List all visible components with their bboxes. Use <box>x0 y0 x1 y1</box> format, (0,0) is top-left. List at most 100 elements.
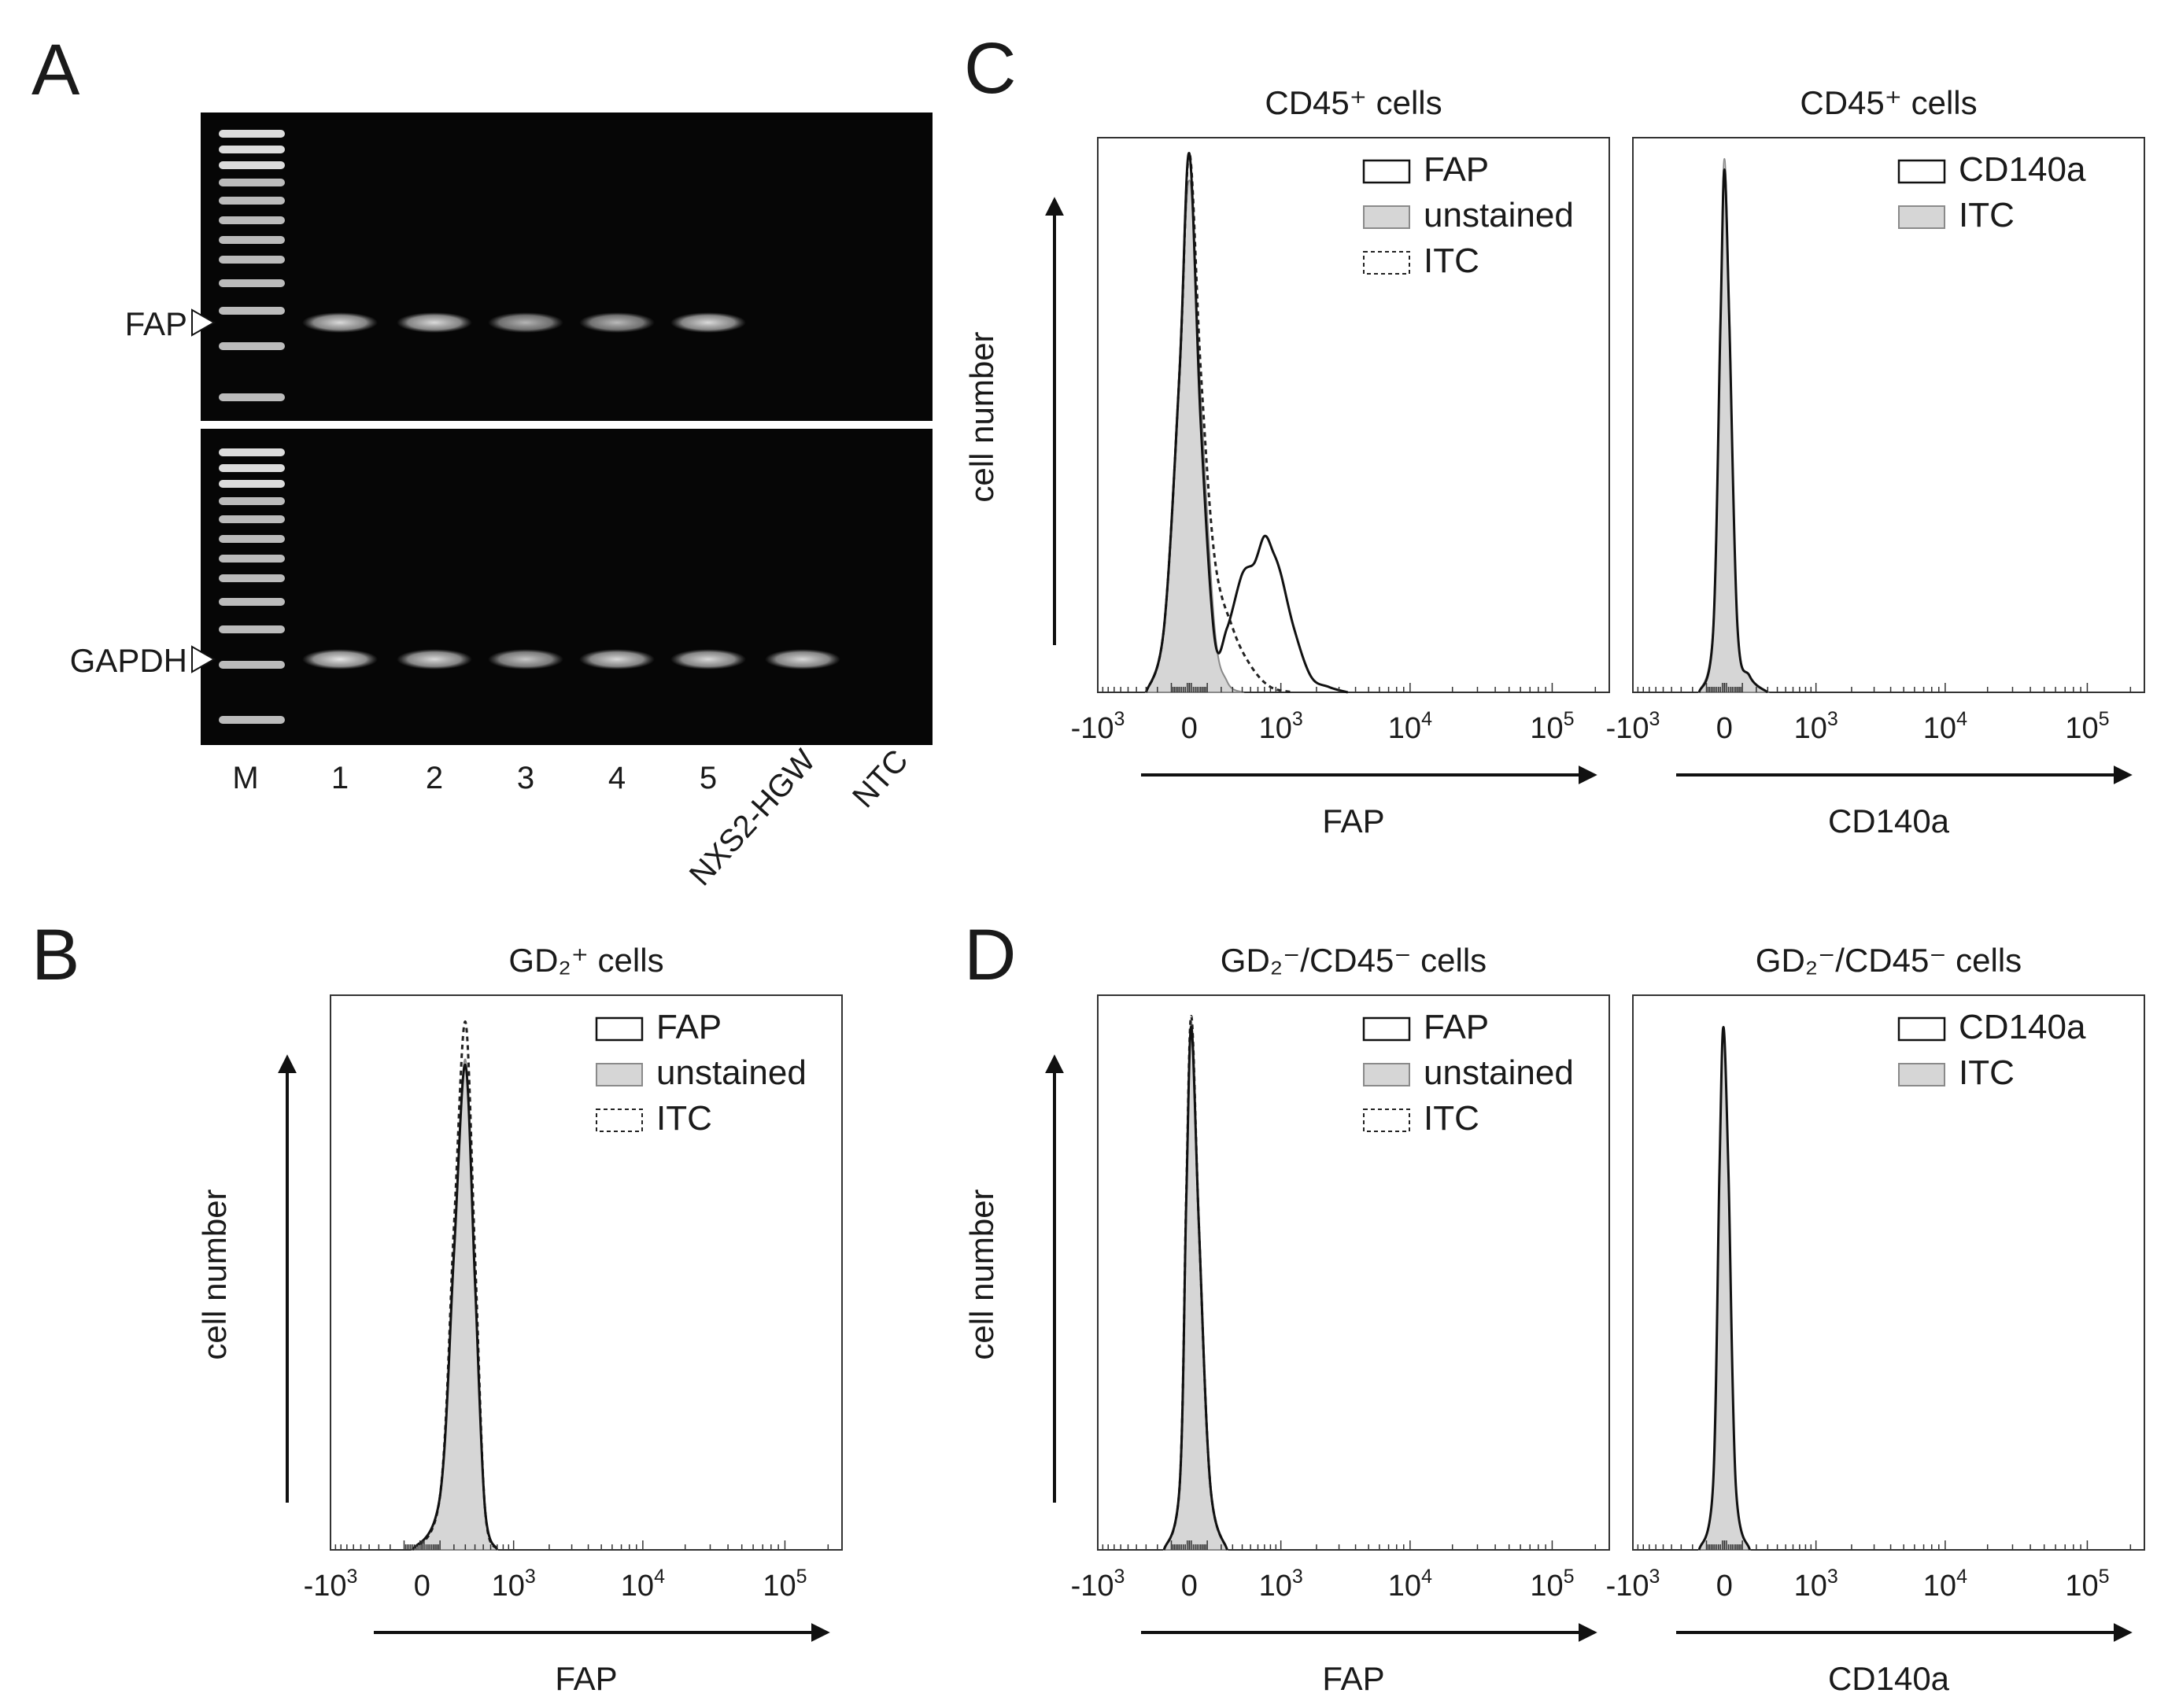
x-tick-label: -103 <box>1606 1566 1660 1603</box>
series-itc <box>1144 152 1295 694</box>
x-axis-label: FAP <box>1322 1660 1384 1697</box>
legend-swatch-itc <box>1363 1109 1410 1132</box>
x-tick-label: 0 <box>414 1570 430 1603</box>
lane-label: 4 <box>608 761 626 795</box>
gel-band <box>488 649 563 670</box>
ladder-band <box>219 625 285 633</box>
x-axis-ticks <box>1632 1540 2132 1550</box>
histogram-d-cd140a: GD₂⁻/CD45⁻ cells -103 0 103 104 105 CD140a CD14… <box>1606 942 2145 1697</box>
chart-title: CD45⁺ cells <box>1800 84 1977 121</box>
lane-label: 1 <box>331 761 349 795</box>
x-tick-label: 105 <box>1530 1566 1574 1603</box>
x-tick-label: 104 <box>1923 1566 1967 1603</box>
ladder-band <box>219 161 285 169</box>
x-axis-ticks <box>1632 683 2132 692</box>
band-label: GAPDH <box>70 642 187 679</box>
ladder-band <box>219 515 285 523</box>
gel-band <box>302 312 378 333</box>
band-marker-icon <box>191 645 216 673</box>
legend-label: unstained <box>1424 1053 1574 1092</box>
plot-frame <box>1097 137 1610 693</box>
lane-label: 2 <box>426 761 443 795</box>
x-tick-label: 104 <box>621 1566 665 1603</box>
legend-swatch-fap <box>595 1016 644 1042</box>
gel-band <box>488 312 563 333</box>
series-fap <box>411 1063 499 1551</box>
x-tick-label: 103 <box>1259 1566 1303 1603</box>
legend-label: FAP <box>1424 150 1489 189</box>
legend-swatch-unstained <box>1363 205 1410 229</box>
gel-image <box>201 429 933 745</box>
ladder-band <box>219 179 285 186</box>
legend-swatch-unstained <box>596 1063 643 1086</box>
legend-label: ITC <box>1424 1099 1479 1138</box>
x-tick-label: 105 <box>2065 1566 2109 1603</box>
x-tick-label: 103 <box>1794 1566 1838 1603</box>
x-tick-label: 105 <box>763 1566 807 1603</box>
legend-label: ITC <box>656 1099 712 1138</box>
legend-label: unstained <box>656 1053 807 1092</box>
ladder-band <box>219 130 285 138</box>
y-axis-label: cell number <box>963 331 1000 502</box>
legend-swatch-itc <box>1898 205 1945 229</box>
legend-swatch-unstained <box>1363 1063 1410 1086</box>
legend-label: CD140a <box>1959 150 2086 189</box>
panel-letter-d: D <box>964 915 1016 995</box>
band-label: FAP <box>125 305 187 342</box>
plot-frame <box>330 994 843 1551</box>
histogram-d-fap: GD₂⁻/CD45⁻ cells -103 0 103 104 105 FAP cell nu… <box>963 942 1610 1697</box>
x-tick-label: 0 <box>1716 712 1733 745</box>
legend-swatch-fap <box>1362 1016 1411 1042</box>
plot-frame <box>1632 137 2145 693</box>
lane-label: 3 <box>517 761 534 795</box>
ladder-band <box>219 574 285 582</box>
lane-label: 5 <box>700 761 717 795</box>
ladder-band <box>219 661 285 669</box>
gel-band <box>579 649 655 670</box>
x-tick-label: 0 <box>1716 1570 1733 1603</box>
chart-title: GD₂⁻/CD45⁻ cells <box>1221 942 1487 979</box>
x-axis-ticks <box>330 1540 829 1550</box>
x-tick-label: 105 <box>2065 708 2109 745</box>
plot-frame <box>1632 994 2145 1551</box>
y-axis-label: cell number <box>196 1189 233 1359</box>
series-fap <box>1144 152 1349 694</box>
x-tick-label: -103 <box>304 1566 358 1603</box>
x-tick-label: -103 <box>1071 708 1125 745</box>
gel-band <box>579 312 655 333</box>
legend-swatch-itc <box>1898 1063 1945 1086</box>
series-itc <box>1697 157 1770 693</box>
gel-band <box>765 649 840 670</box>
ladder-band <box>219 307 285 315</box>
lane-label: NTC <box>846 743 915 815</box>
x-axis-ticks <box>1097 683 1597 692</box>
gel-image <box>201 113 933 421</box>
gel-band <box>670 312 746 333</box>
series-itc <box>1697 1026 1751 1551</box>
gel-band <box>397 312 472 333</box>
x-axis-label: CD140a <box>1828 1660 1950 1697</box>
ladder-band <box>219 342 285 350</box>
ladder-band <box>219 256 285 264</box>
x-axis-label: FAP <box>1322 802 1384 839</box>
series-itc <box>411 1020 499 1551</box>
legend-swatch-cd140a <box>1897 159 1946 184</box>
x-tick-label: 104 <box>1923 708 1967 745</box>
x-tick-label: -103 <box>1071 1566 1125 1603</box>
x-tick-label: 103 <box>1794 708 1838 745</box>
plot-frame <box>1097 994 1610 1551</box>
chart-title: GD₂⁺ cells <box>508 942 663 979</box>
x-tick-label: -103 <box>1606 708 1660 745</box>
x-tick-label: 103 <box>492 1566 536 1603</box>
series-unstained <box>411 1058 499 1551</box>
chart-title: GD₂⁻/CD45⁻ cells <box>1756 942 2022 979</box>
gel-band <box>670 649 746 670</box>
legend-label: FAP <box>1424 1008 1489 1046</box>
panel-letter-c: C <box>964 28 1016 109</box>
legend-label: ITC <box>1959 1053 2015 1092</box>
x-tick-label: 104 <box>1388 1566 1432 1603</box>
legend-label: ITC <box>1424 242 1479 280</box>
x-tick-label: 0 <box>1181 712 1198 745</box>
histogram-b-fap: GD₂⁺ cells -103 0 103 104 105 FAP cell number FA… <box>196 942 843 1697</box>
